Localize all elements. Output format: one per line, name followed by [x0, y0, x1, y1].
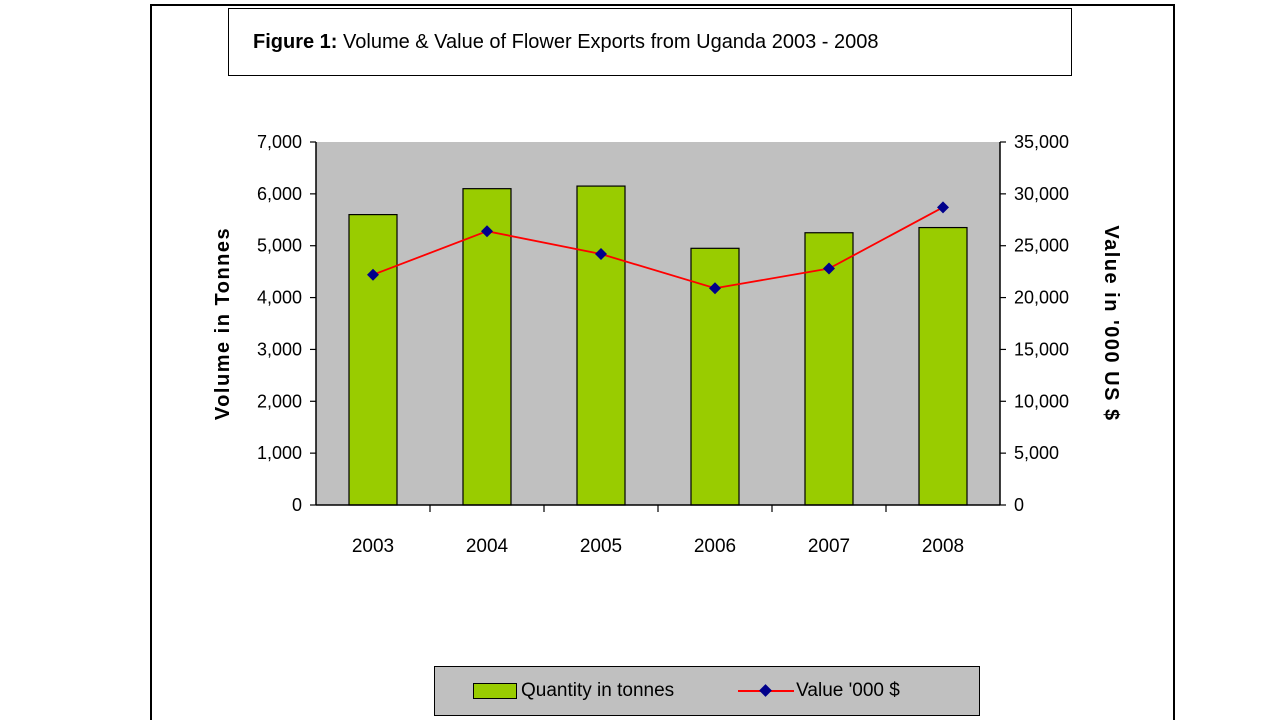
bar-2003 — [348, 214, 398, 506]
y2-tick-label: 15,000 — [1014, 339, 1069, 359]
y2-tick-label: 25,000 — [1014, 236, 1069, 256]
legend: Quantity in tonnes Value '000 $ — [434, 666, 980, 716]
x-tick-label: 2003 — [352, 536, 394, 557]
y2-tick-label: 30,000 — [1014, 184, 1069, 204]
plot-area — [316, 142, 1000, 505]
bar-2004 — [462, 188, 512, 506]
y-axis-title: Volume in Tonnes — [212, 227, 234, 420]
bar-2008 — [918, 226, 968, 506]
bar-2005 — [576, 185, 626, 506]
value-point-2005 — [595, 248, 607, 261]
x-tick-label: 2005 — [580, 536, 622, 557]
y2-tick-label: 5,000 — [1014, 443, 1059, 463]
x-tick-label: 2007 — [808, 536, 850, 557]
y-tick-label: 0 — [292, 495, 302, 515]
y2-tick-label: 35,000 — [1014, 132, 1069, 152]
value-point-2003 — [367, 268, 379, 281]
y-tick-label: 5,000 — [257, 236, 302, 256]
value-line — [372, 206, 944, 290]
value-point-2008 — [937, 201, 949, 214]
chart-title: Figure 1: Volume & Value of Flower Expor… — [228, 8, 1072, 76]
y2-tick-label: 10,000 — [1014, 391, 1069, 411]
y-tick-label: 6,000 — [257, 184, 302, 204]
legend-item-value: Value '000 $ — [674, 680, 900, 702]
legend-swatch-line — [738, 684, 795, 698]
y-tick-label: 2,000 — [257, 391, 302, 411]
x-tick-label: 2004 — [466, 536, 509, 557]
y-tick-label: 3,000 — [257, 339, 302, 359]
figure-title: Volume & Value of Flower Exports from Ug… — [343, 30, 879, 53]
legend-label-quantity: Quantity in tonnes — [521, 680, 675, 701]
legend-item-quantity: Quantity in tonnes — [435, 680, 674, 702]
legend-swatch-bar — [473, 683, 517, 699]
y-tick-label: 1,000 — [257, 443, 302, 463]
x-tick-label: 2006 — [694, 536, 736, 557]
y2-tick-label: 20,000 — [1014, 288, 1069, 308]
figure-label: Figure 1: — [253, 30, 338, 53]
y-tick-label: 7,000 — [257, 132, 302, 152]
value-point-2007 — [823, 262, 835, 275]
y2-axis-title: Value in '000 US $ — [1100, 225, 1122, 421]
y-tick-label: 4,000 — [257, 288, 302, 308]
y2-tick-label: 0 — [1014, 495, 1024, 515]
legend-label-value: Value '000 $ — [796, 680, 900, 701]
x-tick-label: 2008 — [922, 536, 964, 557]
value-point-2004 — [481, 225, 493, 238]
value-point-2006 — [709, 282, 721, 295]
